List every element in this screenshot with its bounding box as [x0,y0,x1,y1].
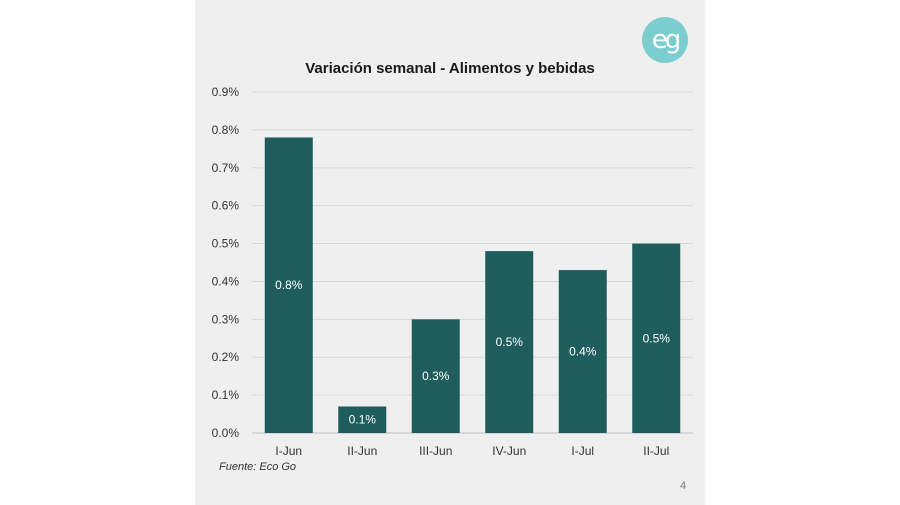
x-tick-label: I-Jul [571,444,594,458]
y-tick-label: 0.9% [212,85,240,99]
y-tick-label: 0.5% [212,237,240,251]
bar [632,243,681,433]
y-tick-label: 0.7% [212,161,240,175]
chart-title: Variación semanal - Alimentos y bebidas [305,60,595,77]
x-tick-label: III-Jun [419,444,452,458]
y-tick-label: 0.0% [212,426,240,440]
y-tick-label: 0.8% [212,123,240,137]
data-label: 0.4% [569,345,597,359]
bar [338,406,387,433]
data-label: 0.5% [643,331,671,345]
x-tick-label: IV-Jun [492,444,526,458]
bar [485,251,534,433]
y-tick-label: 0.4% [212,274,240,288]
page-number: 4 [680,480,687,492]
y-tick-label: 0.3% [212,312,240,326]
data-label: 0.8% [275,278,303,292]
x-tick-label: II-Jun [347,444,377,458]
data-label: 0.3% [422,369,450,383]
y-tick-label: 0.2% [212,350,240,364]
data-label: 0.5% [496,335,524,349]
y-tick-label: 0.1% [212,388,240,402]
source-note: Fuente: Eco Go [219,461,297,473]
eco-go-logo: eg [642,17,688,63]
y-tick-label: 0.6% [212,199,240,213]
data-label: 0.1% [349,413,377,427]
bar [411,319,460,433]
x-tick-label: I-Jun [275,444,302,458]
x-tick-label: II-Jul [643,444,669,458]
bar [558,270,607,433]
bar [264,137,313,433]
